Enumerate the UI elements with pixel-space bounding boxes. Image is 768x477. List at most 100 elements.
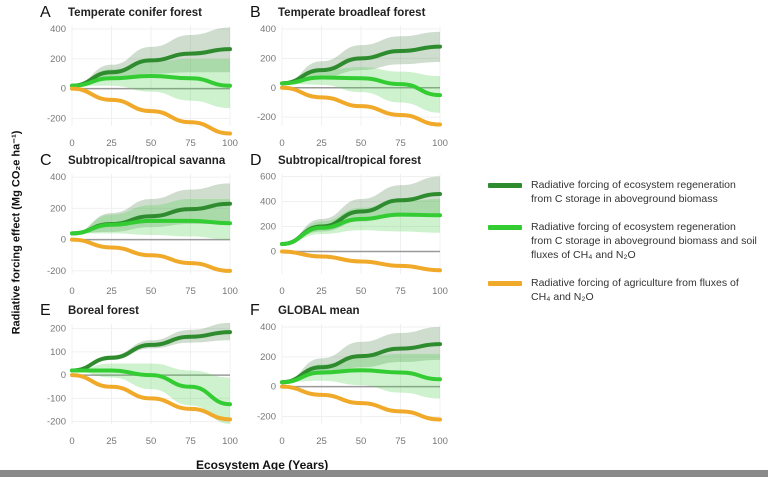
panel-letter: B: [250, 4, 261, 21]
x-tick-label: 0: [279, 436, 284, 447]
x-tick-label: 50: [146, 436, 157, 447]
x-tick-label: 75: [185, 436, 196, 447]
y-tick-label: -200: [47, 417, 66, 428]
y-tick-label: 0: [61, 370, 66, 381]
legend-swatch-agri: [488, 281, 522, 286]
panel-title: Temperate conifer forest: [68, 7, 202, 19]
y-tick-label: -200: [47, 114, 66, 125]
x-tick-label: 25: [106, 286, 117, 297]
y-axis-label: Radiative forcing effect (Mg CO₂e ha⁻¹): [10, 130, 23, 335]
legend-item-abg: Radiative forcing of ecosystem regenerat…: [488, 178, 758, 206]
line-abg_soil: [70, 218, 232, 236]
x-tick-label: 25: [106, 138, 117, 149]
y-tick-label: 200: [260, 222, 276, 233]
line-agri: [70, 237, 232, 273]
line-abg_soil: [280, 368, 442, 385]
panel-title: Temperate broadleaf forest: [278, 7, 426, 19]
x-tick-label: 0: [69, 138, 74, 149]
panel-letter: F: [250, 302, 260, 319]
panel-plot: 0 200 400 600 0 25 50 75 100: [260, 172, 448, 298]
line-abg_soil: [280, 75, 442, 98]
panel-f: F GLOBAL mean -200 0 200 400 0 25 50 75 100: [240, 300, 450, 450]
y-tick-label: 200: [260, 53, 276, 64]
line-agri: [280, 384, 442, 422]
x-tick-label: 100: [222, 436, 238, 447]
x-tick-label: 25: [106, 436, 117, 447]
panel-title: Subtropical/tropical forest: [278, 155, 422, 167]
band-abg_soil: [282, 353, 440, 399]
panel-title: GLOBAL mean: [278, 305, 360, 317]
line-abg: [280, 342, 442, 385]
x-tick-label: 75: [395, 138, 406, 149]
line-abg: [70, 47, 232, 88]
x-tick-label: 75: [395, 286, 406, 297]
x-tick-label: 75: [185, 286, 196, 297]
legend-item-agri: Radiative forcing of agriculture from fl…: [488, 276, 758, 304]
line-agri: [70, 373, 232, 422]
y-tick-label: 400: [260, 197, 276, 208]
x-axis-label: Ecosystem Age (Years): [196, 458, 329, 472]
x-tick-label: 50: [356, 286, 367, 297]
y-tick-label: 0: [271, 83, 276, 94]
y-tick-label: -100: [47, 393, 66, 404]
x-tick-label: 100: [222, 286, 238, 297]
y-tick-label: 0: [61, 84, 66, 95]
y-tick-label: -200: [257, 112, 276, 123]
x-tick-label: 100: [432, 286, 448, 297]
y-tick-label: 600: [260, 172, 276, 183]
panel-c: C Subtropical/tropical savanna -200 0 200 400…: [30, 150, 240, 300]
y-tick-label: -200: [257, 412, 276, 423]
x-tick-label: 100: [432, 436, 448, 447]
x-tick-label: 50: [146, 138, 157, 149]
x-tick-label: 100: [432, 138, 448, 149]
line-abg: [70, 330, 232, 373]
x-tick-label: 0: [279, 286, 284, 297]
panel-letter: E: [40, 302, 51, 319]
y-tick-label: 0: [271, 247, 276, 258]
panel-title: Subtropical/tropical savanna: [68, 155, 226, 167]
y-tick-label: 400: [260, 24, 276, 35]
panel-d: D Subtropical/tropical forest 0 200 400 600 0 2…: [240, 150, 450, 300]
y-tick-label: 400: [260, 322, 276, 333]
line-abg_soil: [70, 73, 232, 88]
panel-e: E Boreal forest -200 -100 0 100 200 0 25 50 75 100: [30, 300, 240, 450]
x-tick-label: 100: [222, 138, 238, 149]
x-tick-label: 75: [185, 138, 196, 149]
x-tick-label: 0: [279, 138, 284, 149]
panel-letter: D: [250, 152, 262, 169]
line-abg: [280, 44, 442, 86]
y-tick-label: 400: [50, 172, 66, 183]
x-tick-label: 25: [316, 436, 327, 447]
panel-letter: C: [40, 152, 52, 169]
x-tick-label: 0: [69, 436, 74, 447]
x-tick-label: 50: [146, 286, 157, 297]
band-abg_soil: [72, 363, 230, 424]
panel-a: A Temperate conifer forest -200 0 200 400 0 25 5…: [30, 2, 240, 152]
x-tick-label: 75: [395, 436, 406, 447]
y-tick-label: 0: [61, 235, 66, 246]
x-tick-label: 25: [316, 286, 327, 297]
y-tick-label: 200: [50, 324, 66, 335]
line-agri: [70, 86, 232, 136]
panel-plot: -200 0 200 400 0 25 50 75 100: [257, 24, 448, 149]
legend-label-abg: Radiative forcing of ecosystem regenerat…: [531, 179, 736, 205]
bottom-bar: [0, 470, 768, 477]
panel-plot: -200 -100 0 100 200 0 25 50 75 100: [47, 322, 238, 447]
x-tick-label: 0: [69, 286, 74, 297]
x-tick-label: 25: [316, 138, 327, 149]
y-tick-label: 200: [260, 352, 276, 363]
panel-title: Boreal forest: [68, 305, 139, 317]
x-tick-label: 50: [356, 138, 367, 149]
legend-swatch-abg: [488, 183, 522, 188]
legend-label-abg-soil: Radiative forcing of ecosystem regenerat…: [531, 221, 757, 261]
y-tick-label: 200: [50, 203, 66, 214]
line-agri: [280, 249, 442, 273]
panel-plot: -200 0 200 400 0 25 50 75 100: [47, 24, 238, 149]
y-tick-label: 400: [50, 24, 66, 35]
panel-letter: A: [40, 4, 51, 21]
y-tick-label: 100: [50, 347, 66, 358]
y-tick-label: 200: [50, 54, 66, 65]
line-abg_soil: [70, 368, 232, 407]
